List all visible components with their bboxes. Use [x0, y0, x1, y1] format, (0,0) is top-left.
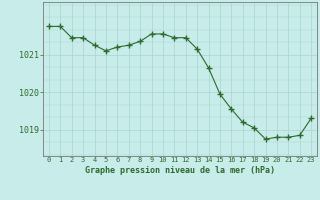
X-axis label: Graphe pression niveau de la mer (hPa): Graphe pression niveau de la mer (hPa) — [85, 166, 275, 175]
